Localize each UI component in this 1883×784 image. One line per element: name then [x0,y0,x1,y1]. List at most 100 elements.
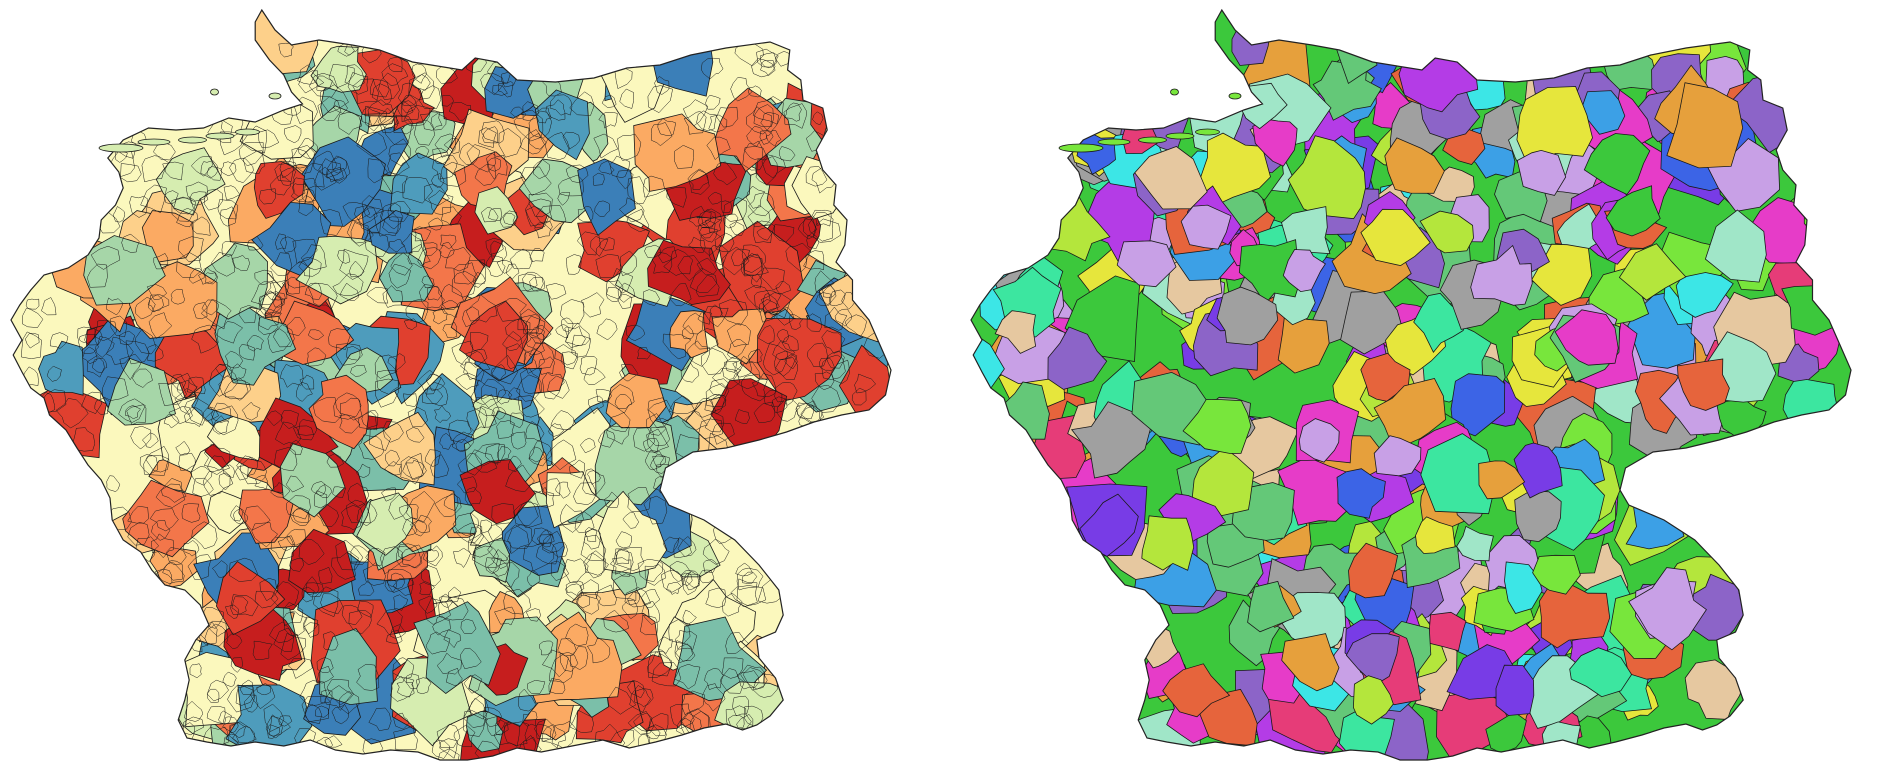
sub-region [539,640,554,656]
sub-region [699,569,715,584]
sub-region [380,546,404,575]
sub-region [222,464,235,478]
sub-region [170,373,187,391]
sub-region [318,158,341,179]
sub-region [613,573,638,601]
sub-region [643,438,660,454]
sub-region [282,276,301,295]
sub-region [522,271,544,292]
region [1541,721,1581,758]
sub-region [682,325,695,339]
sub-region [397,82,422,106]
sub-region [516,374,541,402]
sub-region [681,410,708,431]
sub-region [460,350,491,380]
sub-region [328,63,355,89]
sub-region [147,293,170,313]
sub-region [535,205,567,232]
sub-region [742,256,769,283]
sub-region [459,142,480,165]
region [1252,119,1298,167]
sub-region [487,557,509,577]
sub-region [762,293,780,312]
sub-region [647,397,672,428]
sub-region [579,437,596,454]
sub-region [170,288,185,305]
sub-region [462,259,486,288]
sub-region [526,680,546,694]
sub-region [162,161,184,181]
sub-region [831,359,850,384]
sub-region [622,599,638,620]
island [178,136,207,144]
sub-region [176,252,202,278]
sub-region [221,241,238,257]
sub-region [369,79,390,98]
region [308,374,369,450]
sub-region [647,426,671,447]
sub-region [141,155,170,183]
sub-region [645,413,667,436]
region [1470,244,1533,306]
sub-region [559,299,585,324]
sub-region [190,156,213,177]
sub-region [451,271,476,298]
sub-region [490,364,506,381]
sub-region [282,601,304,627]
sub-region [704,668,724,690]
sub-region [527,569,541,587]
region [319,628,378,706]
sub-region [727,339,747,359]
sub-region [640,589,661,608]
sub-region [821,284,837,299]
region [149,542,198,589]
region [1373,378,1447,451]
sub-region [513,500,539,526]
sub-region [478,127,497,148]
sub-region [258,129,280,148]
sub-region [662,333,692,360]
sub-region [648,713,669,737]
sub-region [721,657,744,679]
sub-region [669,703,695,729]
sub-region [627,176,650,205]
sub-region [579,579,599,600]
sub-region [298,70,325,94]
sub-region [535,719,557,740]
sub-region [651,662,682,687]
sub-region [430,113,447,131]
sub-region [417,247,442,270]
sub-region [422,388,443,404]
sub-region [390,675,415,702]
sub-region [645,725,661,740]
sub-region [576,231,601,256]
region [1373,435,1422,477]
sub-region [356,131,388,157]
sub-region [303,616,319,635]
sub-region [258,291,282,316]
sub-region [299,680,328,706]
sub-region [438,593,454,609]
sub-region [660,570,685,593]
sub-region [183,700,204,722]
sub-region [385,449,400,467]
sub-region [198,267,217,285]
sub-region [441,206,462,226]
sub-region [668,283,692,307]
region [1675,272,1734,318]
sub-region [308,282,338,309]
sub-region [617,293,633,309]
sub-region [231,596,249,615]
sub-region [431,739,450,759]
sub-region [230,594,259,617]
sub-region [326,679,355,706]
sub-region [287,317,306,336]
sub-region [762,343,789,376]
sub-region [421,275,435,288]
sub-region [230,657,243,673]
sub-region [474,740,501,760]
sub-region [381,487,397,502]
sub-region [244,505,271,531]
sub-region [462,306,480,328]
sub-region [637,559,664,582]
